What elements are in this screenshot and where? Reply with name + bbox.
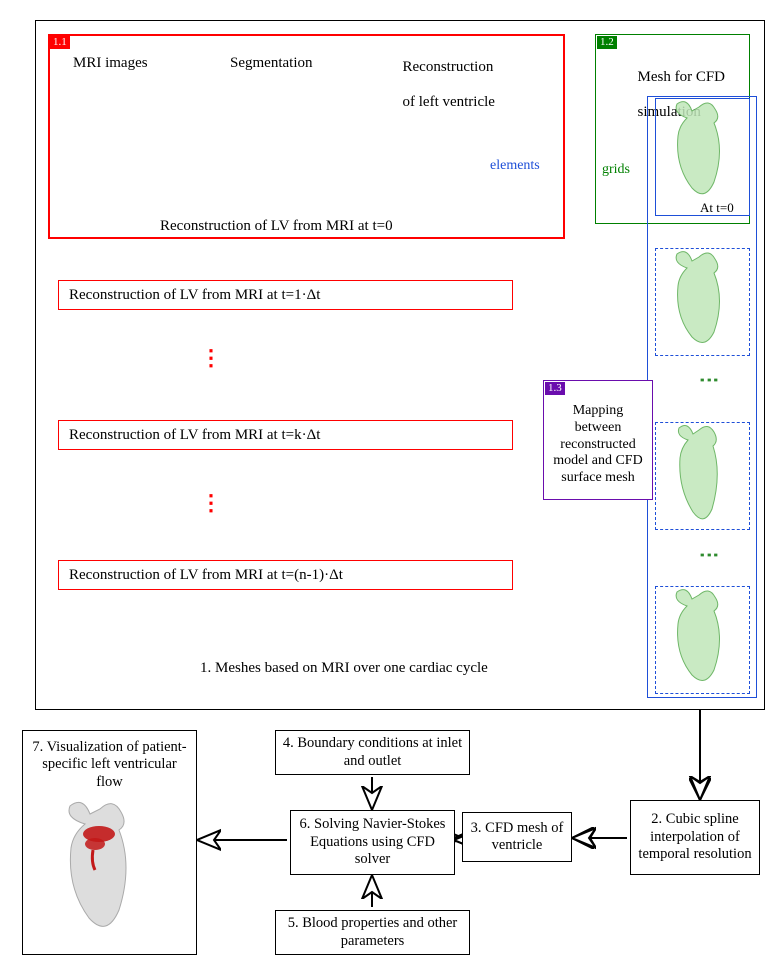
recon-l2: of left ventricle [403,94,495,110]
step5: 5. Blood properties and other parameters [275,910,470,955]
grids-label: grids [602,162,630,178]
step4: 4. Boundary conditions at inlet and outl… [275,730,470,775]
recon-row-n-text: Reconstruction of LV from MRI at t=(n-1)… [69,567,343,584]
step3: 3. CFD mesh of ventricle [462,812,572,862]
recon-row-1-text: Reconstruction of LV from MRI at t=1·Δt [69,287,320,304]
step3-text: 3. CFD mesh of ventricle [469,820,565,855]
step4-text: 4. Boundary conditions at inlet and outl… [282,735,463,770]
recon-row-k: Reconstruction of LV from MRI at t=k·Δt [58,420,513,450]
heart-viz [55,800,165,945]
heart-t0 [665,100,740,200]
at-t0-label: At t=0 [700,200,734,216]
diagram-canvas: 1.1 MRI images Segmentation Reconstructi… [0,0,773,974]
step6-text: 6. Solving Navier-Stokes Equations using… [297,816,448,868]
heart-d3 [665,588,740,688]
recon-row-k-text: Reconstruction of LV from MRI at t=k·Δt [69,427,320,444]
badge-1-1: 1.1 [50,36,70,49]
mri-label: MRI images [73,55,148,72]
step2-text: 2. Cubic spline interpolation of tempora… [637,811,753,863]
badge-1-3: 1.3 [545,382,565,395]
seg-label: Segmentation [230,55,313,72]
step2: 2. Cubic spline interpolation of tempora… [630,800,760,875]
box13-text: Mapping between reconstructed model and … [550,403,646,487]
box12-l1: Mesh for CFD [638,69,726,85]
elements-label: elements [490,158,540,174]
step6: 6. Solving Navier-Stokes Equations using… [290,810,455,875]
recon-row-n: Reconstruction of LV from MRI at t=(n-1)… [58,560,513,590]
vdots-mesh-2: ⋮ [697,545,721,565]
recon-l1: Reconstruction [403,59,494,75]
step7-text: 7. Visualization of patient-specific lef… [29,739,190,791]
recon-label: Reconstruction of left ventricle [395,42,495,111]
recon-row-1: Reconstruction of LV from MRI at t=1·Δt [58,280,513,310]
box-1-3: Mapping between reconstructed model and … [543,380,653,500]
step1-caption: 1. Meshes based on MRI over one cardiac … [200,660,488,677]
vdots-recon-2: ⋮ [200,490,222,516]
vdots-mesh-1: ⋮ [697,370,721,392]
heart-d1 [665,250,740,350]
box11-caption: Reconstruction of LV from MRI at t=0 [160,218,393,235]
badge-1-2: 1.2 [597,36,617,49]
vdots-recon-1: ⋮ [200,345,222,371]
step5-text: 5. Blood properties and other parameters [282,915,463,950]
heart-d2 [668,424,738,524]
